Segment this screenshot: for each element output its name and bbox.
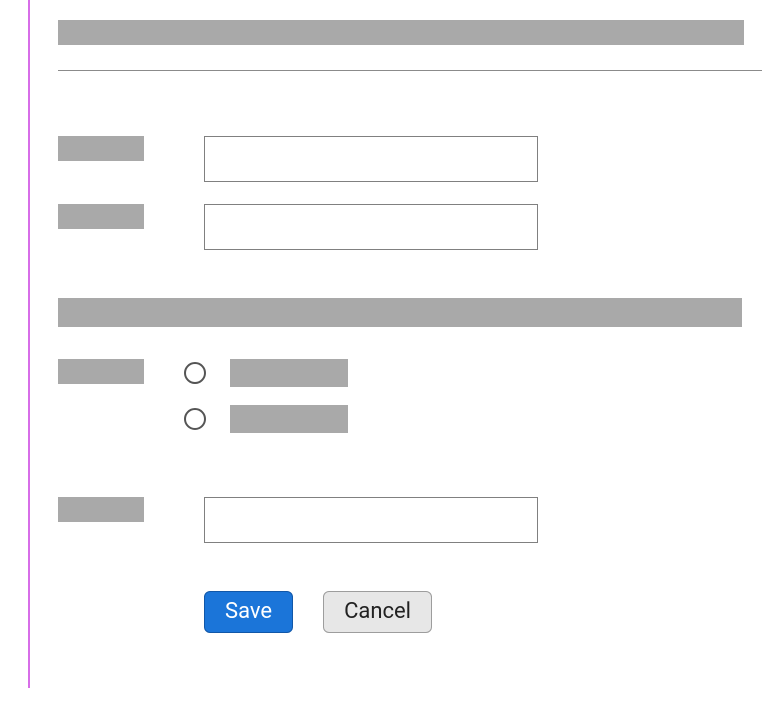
form-actions: Save Cancel <box>204 591 762 633</box>
form-row <box>58 136 762 182</box>
field-label-placeholder <box>58 136 144 161</box>
radio-option[interactable] <box>184 405 348 433</box>
radio-option[interactable] <box>184 359 348 387</box>
field-label-placeholder <box>58 497 144 522</box>
form-row <box>58 204 762 250</box>
field-label-placeholder <box>58 204 144 229</box>
form-content: Save Cancel <box>58 0 762 633</box>
radio-label-placeholder <box>230 359 348 387</box>
form-header <box>58 0 762 80</box>
radio-label-placeholder <box>230 405 348 433</box>
section-1 <box>58 136 762 250</box>
text-input-2[interactable] <box>204 204 538 250</box>
left-accent-bar <box>28 0 30 688</box>
text-input-1[interactable] <box>204 136 538 182</box>
field-column <box>204 136 538 182</box>
save-button[interactable]: Save <box>204 591 293 633</box>
radio-icon <box>184 408 206 430</box>
field-column <box>204 204 538 250</box>
field-column <box>204 497 538 543</box>
form-row <box>58 497 762 543</box>
radio-option-list <box>184 359 348 433</box>
cancel-button[interactable]: Cancel <box>323 591 432 633</box>
radio-icon <box>184 362 206 384</box>
section-heading-placeholder <box>58 298 742 327</box>
radio-group-label-placeholder <box>58 359 144 384</box>
header-title-placeholder <box>58 20 744 45</box>
radio-group-row <box>58 359 762 433</box>
text-input-3[interactable] <box>204 497 538 543</box>
header-divider <box>58 70 762 71</box>
